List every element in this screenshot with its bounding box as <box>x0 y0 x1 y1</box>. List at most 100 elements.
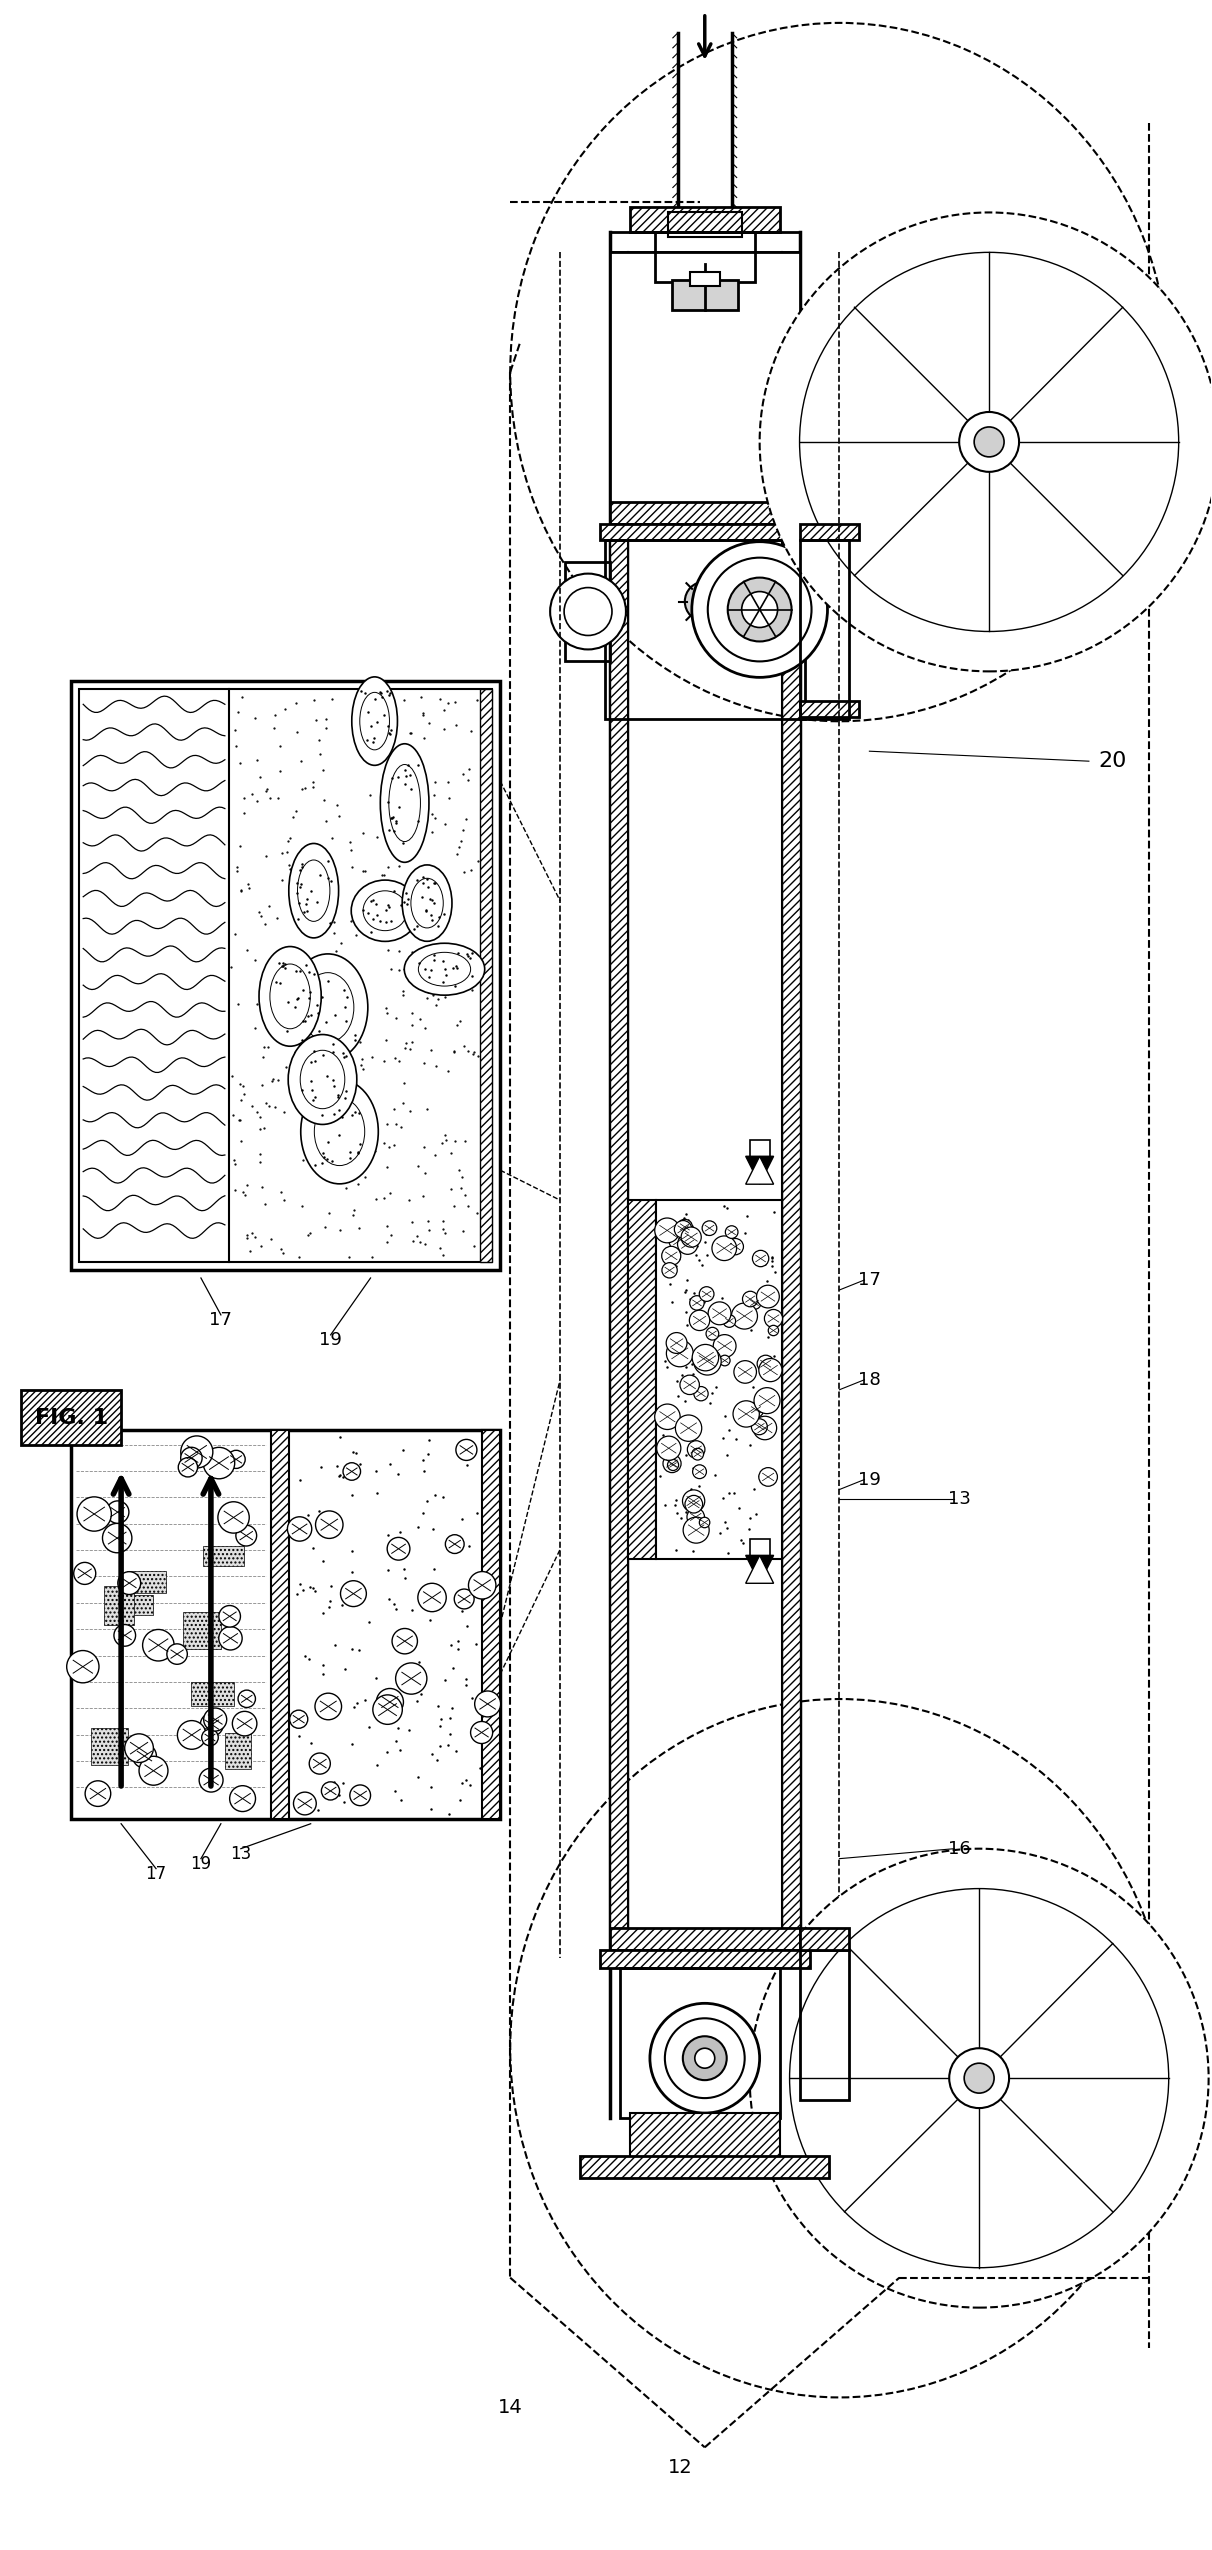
Polygon shape <box>745 1556 773 1584</box>
Circle shape <box>227 1451 245 1469</box>
Circle shape <box>708 558 812 660</box>
Ellipse shape <box>405 944 485 994</box>
Circle shape <box>181 1436 213 1469</box>
Circle shape <box>350 1785 371 1805</box>
Circle shape <box>713 1334 736 1357</box>
Ellipse shape <box>314 1096 365 1165</box>
Bar <box>105 1594 153 1614</box>
Text: 12: 12 <box>668 2458 692 2476</box>
Circle shape <box>167 1645 188 1665</box>
Circle shape <box>309 1752 331 1775</box>
Text: 20: 20 <box>1099 752 1127 770</box>
Circle shape <box>470 1721 492 1744</box>
Circle shape <box>199 1767 223 1793</box>
Circle shape <box>727 1239 743 1255</box>
Circle shape <box>74 1563 96 1584</box>
Bar <box>191 1683 234 1706</box>
Circle shape <box>139 1757 168 1785</box>
Circle shape <box>654 1405 680 1431</box>
Circle shape <box>204 1708 227 1731</box>
Circle shape <box>711 1237 737 1260</box>
Text: 19: 19 <box>319 1331 342 1349</box>
Circle shape <box>650 2004 760 2114</box>
Bar <box>630 2114 779 2157</box>
Circle shape <box>238 1691 256 1708</box>
Circle shape <box>725 1227 738 1239</box>
Circle shape <box>756 1285 779 1308</box>
Ellipse shape <box>389 765 421 842</box>
Circle shape <box>315 1693 342 1719</box>
Bar <box>103 1586 135 1624</box>
Circle shape <box>181 1448 202 1469</box>
Bar <box>621 1969 779 2119</box>
Bar <box>610 252 628 1928</box>
Bar <box>800 523 859 541</box>
Circle shape <box>758 1354 774 1372</box>
Circle shape <box>662 1262 678 1278</box>
Circle shape <box>678 1234 698 1255</box>
Ellipse shape <box>360 694 389 750</box>
Circle shape <box>114 1624 136 1647</box>
Circle shape <box>727 579 791 643</box>
Circle shape <box>734 1362 756 1382</box>
Circle shape <box>287 1517 311 1540</box>
Text: 19: 19 <box>858 1471 881 1489</box>
Ellipse shape <box>411 877 444 928</box>
Ellipse shape <box>351 676 398 765</box>
Bar <box>800 1928 850 1951</box>
Circle shape <box>143 1629 175 1660</box>
Bar <box>91 1729 128 1765</box>
Circle shape <box>753 1415 777 1441</box>
Circle shape <box>959 413 1019 472</box>
Ellipse shape <box>288 1035 356 1125</box>
Ellipse shape <box>302 972 354 1043</box>
Circle shape <box>702 1221 716 1237</box>
Circle shape <box>118 1571 141 1594</box>
Circle shape <box>685 1494 703 1512</box>
Circle shape <box>218 1502 250 1533</box>
Circle shape <box>78 1497 112 1530</box>
Circle shape <box>236 1525 257 1545</box>
Circle shape <box>684 1517 709 1543</box>
Bar <box>605 541 805 719</box>
Text: 17: 17 <box>145 1864 166 1882</box>
Circle shape <box>373 1696 402 1724</box>
Circle shape <box>668 1459 679 1471</box>
Circle shape <box>800 252 1179 632</box>
Circle shape <box>454 1589 474 1609</box>
Text: 19: 19 <box>190 1854 211 1872</box>
Bar <box>581 2155 829 2178</box>
Circle shape <box>657 1436 681 1461</box>
Circle shape <box>687 1507 704 1525</box>
Circle shape <box>720 1354 730 1367</box>
Ellipse shape <box>288 844 338 938</box>
Bar <box>750 1140 770 1158</box>
Circle shape <box>395 1663 427 1693</box>
Text: FIG. 1: FIG. 1 <box>35 1408 108 1428</box>
Circle shape <box>377 1688 404 1716</box>
Circle shape <box>965 2063 994 2094</box>
Circle shape <box>731 1303 758 1329</box>
Circle shape <box>321 1782 339 1800</box>
Circle shape <box>678 1219 692 1234</box>
Circle shape <box>200 1714 223 1737</box>
Bar <box>225 1734 251 1770</box>
Circle shape <box>107 1502 128 1522</box>
Circle shape <box>293 1793 316 1816</box>
Circle shape <box>708 1303 731 1326</box>
Circle shape <box>692 1464 707 1479</box>
Circle shape <box>341 1581 366 1606</box>
Circle shape <box>742 592 778 627</box>
Circle shape <box>682 1489 704 1512</box>
Text: 13: 13 <box>230 1844 251 1861</box>
Circle shape <box>475 1691 501 1716</box>
Bar <box>72 1431 501 1818</box>
Circle shape <box>724 1316 736 1329</box>
Bar <box>800 541 850 719</box>
Circle shape <box>229 1785 256 1810</box>
Circle shape <box>759 1469 777 1487</box>
Circle shape <box>693 1387 708 1400</box>
Circle shape <box>680 1374 699 1395</box>
Circle shape <box>218 1627 242 1650</box>
Bar <box>782 252 800 1928</box>
